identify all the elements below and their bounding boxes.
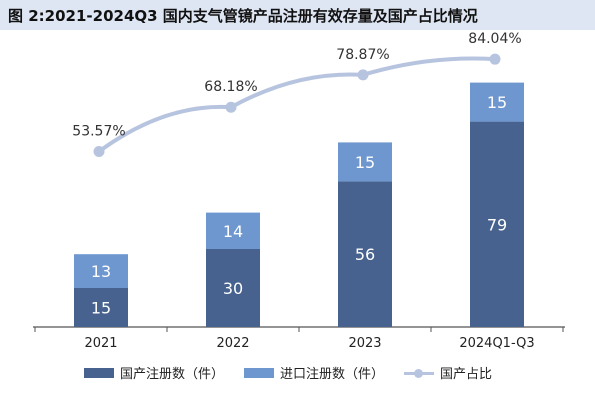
- data-label-imported-2: 15: [355, 153, 375, 172]
- ratio-line: [97, 56, 497, 154]
- data-label-imported-3: 15: [487, 93, 507, 112]
- data-label-imported-0: 13: [91, 262, 111, 281]
- ratio-label-3: 84.04%: [468, 31, 521, 47]
- data-label-domestic-1: 30: [223, 279, 243, 298]
- ratio-point-0: [93, 146, 105, 157]
- legend-swatch-domestic: [84, 367, 114, 378]
- chart-title: 图 2:2021-2024Q3 国内支气管镜产品注册有效存量及国产占比情况: [8, 6, 478, 25]
- bar-domestic-1: [206, 249, 260, 327]
- data-label-domestic-2: 56: [355, 245, 375, 264]
- legend-label-domestic: 国产注册数（件）: [120, 367, 225, 382]
- bar-imported-3: [470, 82, 524, 122]
- bar-imported-0: [74, 254, 128, 288]
- legend-item-domestic: 国产注册数（件）: [84, 363, 224, 382]
- ratio-label-2: 78.87%: [336, 47, 389, 63]
- x-tick-label-3: 2024Q1-Q3: [459, 336, 534, 351]
- data-label-domestic-3: 79: [487, 215, 507, 234]
- legend: 国产注册数（件） 进口注册数（件） 国产占比: [0, 356, 595, 386]
- ratio-point-1: [225, 101, 237, 113]
- legend-label-ratio: 国产占比: [440, 367, 493, 382]
- bar-domestic-3: [470, 121, 524, 327]
- data-label-domestic-0: 15: [91, 299, 111, 318]
- ratio-label-0: 53.57%: [72, 124, 125, 140]
- legend-item-imported: 进口注册数（件）: [244, 363, 384, 382]
- legend-swatch-ratio: [404, 368, 434, 378]
- legend-label-imported: 进口注册数（件）: [280, 367, 385, 382]
- bar-imported-2: [338, 142, 392, 182]
- legend-swatch-imported: [244, 367, 274, 378]
- data-label-imported-1: 14: [223, 222, 243, 241]
- bar-domestic-0: [74, 288, 128, 327]
- x-tick-label-0: 2021: [84, 336, 117, 351]
- ratio-point-2: [357, 69, 369, 81]
- ratio-point-3: [489, 53, 501, 65]
- x-tick-label-2: 2023: [348, 336, 381, 351]
- x-tick-label-1: 2022: [216, 336, 249, 351]
- bar-imported-1: [206, 212, 260, 249]
- bar-domestic-2: [338, 181, 392, 327]
- legend-item-ratio: 国产占比: [404, 363, 492, 382]
- ratio-label-1: 68.18%: [204, 79, 257, 95]
- title-bar: 图 2:2021-2024Q3 国内支气管镜产品注册有效存量及国产占比情况: [0, 0, 595, 30]
- stacked-bar-chart: 15 13 2021 30 14 2022 56 15 2023 79 15 2024Q1-Q3 53.…: [33, 31, 565, 351]
